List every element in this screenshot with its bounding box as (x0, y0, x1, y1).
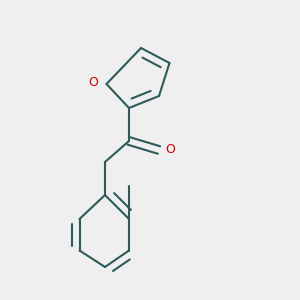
Text: O: O (166, 142, 175, 156)
Text: O: O (88, 76, 98, 89)
